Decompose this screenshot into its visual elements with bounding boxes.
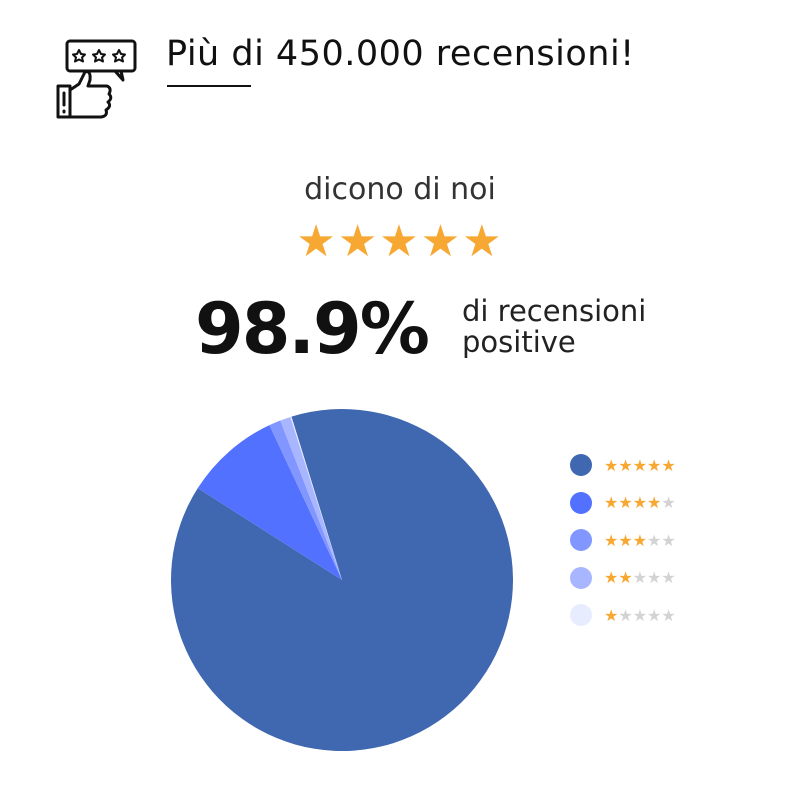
legend-item-3-star: ★★★★★ [570,529,676,551]
positive-label-line2: positive [462,325,576,359]
star-icon: ★ [661,455,676,475]
star-icon: ★ [604,568,619,587]
star-icon: ★ [661,493,676,512]
positive-percent: 98.9% [195,288,430,370]
subtitle: dicono di noi [304,172,496,207]
star-icon: ★ [462,216,504,267]
star-icon: ★ [379,216,421,267]
legend-swatch [570,604,592,626]
legend-label: ★★★★★ [604,493,676,512]
star-icon: ★ [604,605,619,625]
star-icon: ★ [632,455,648,475]
pie-slice-4-star [197,425,342,580]
star-icon: ★ [661,605,676,625]
star-icon: ★ [296,216,338,267]
star-icon: ★ [647,530,662,550]
star-icon: ★ [604,455,619,475]
star-icon: ★ [604,493,619,512]
legend-label: ★★★★★ [604,606,676,625]
star-icon: ★ [647,455,662,475]
star-icon: ★ [420,216,463,267]
star-icon: ★ [632,493,648,512]
thumbs-up-review-icon [56,39,137,119]
star-icon: ★ [618,493,633,512]
star-icon: ★ [661,568,676,587]
pie-slice-2-star [280,416,342,580]
star-icon: ★ [647,605,662,625]
legend-swatch [570,529,592,551]
legend-swatch [570,454,592,476]
star-icon: ★ [618,568,633,587]
star-icon: ★ [661,530,676,550]
pie-slice-1-star [290,416,342,580]
pie-slice-3-star [269,420,342,580]
star-icon: ★ [632,568,648,587]
star-icon: ★ [604,530,619,550]
star-icon: ★ [632,605,648,625]
star-icon: ★ [337,216,380,267]
headline-underline [167,85,251,87]
star-icon: ★ [618,530,633,550]
star-icon: ★ [618,605,633,625]
legend-swatch [570,566,592,589]
legend-label: ★★★★★ [604,456,676,475]
legend-swatch [570,491,592,514]
star-icon: ★ [647,568,662,587]
legend-item-5-star: ★★★★★ [570,454,676,476]
positive-label-line1: di recensioni [462,294,647,328]
legend-item-4-star: ★★★★★ [570,491,676,514]
pie-slice-5-star [170,409,513,751]
pie-chart [170,409,513,751]
headline: Più di 450.000 recensioni! [166,34,635,74]
legend-label: ★★★★★ [604,568,676,587]
rating-stars: ★★★★★ [0,216,800,267]
star-icon: ★ [618,455,633,475]
legend-item-1-star: ★★★★★ [570,604,676,626]
star-icon: ★ [647,493,662,512]
legend-item-2-star: ★★★★★ [570,566,676,589]
legend-label: ★★★★★ [604,531,676,550]
positive-label: di recensioni positive [462,296,646,358]
star-icon: ★ [632,530,648,550]
